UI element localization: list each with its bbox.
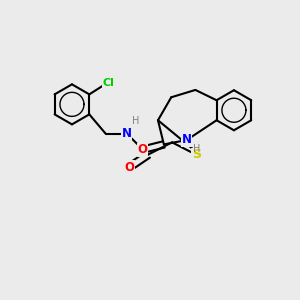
Text: N: N — [182, 134, 192, 146]
Text: O: O — [138, 143, 148, 156]
Text: S: S — [192, 148, 201, 161]
Text: O: O — [125, 160, 135, 174]
Text: N: N — [122, 127, 132, 140]
Text: H: H — [193, 144, 200, 154]
Text: H: H — [132, 116, 139, 126]
Text: Cl: Cl — [103, 78, 114, 88]
